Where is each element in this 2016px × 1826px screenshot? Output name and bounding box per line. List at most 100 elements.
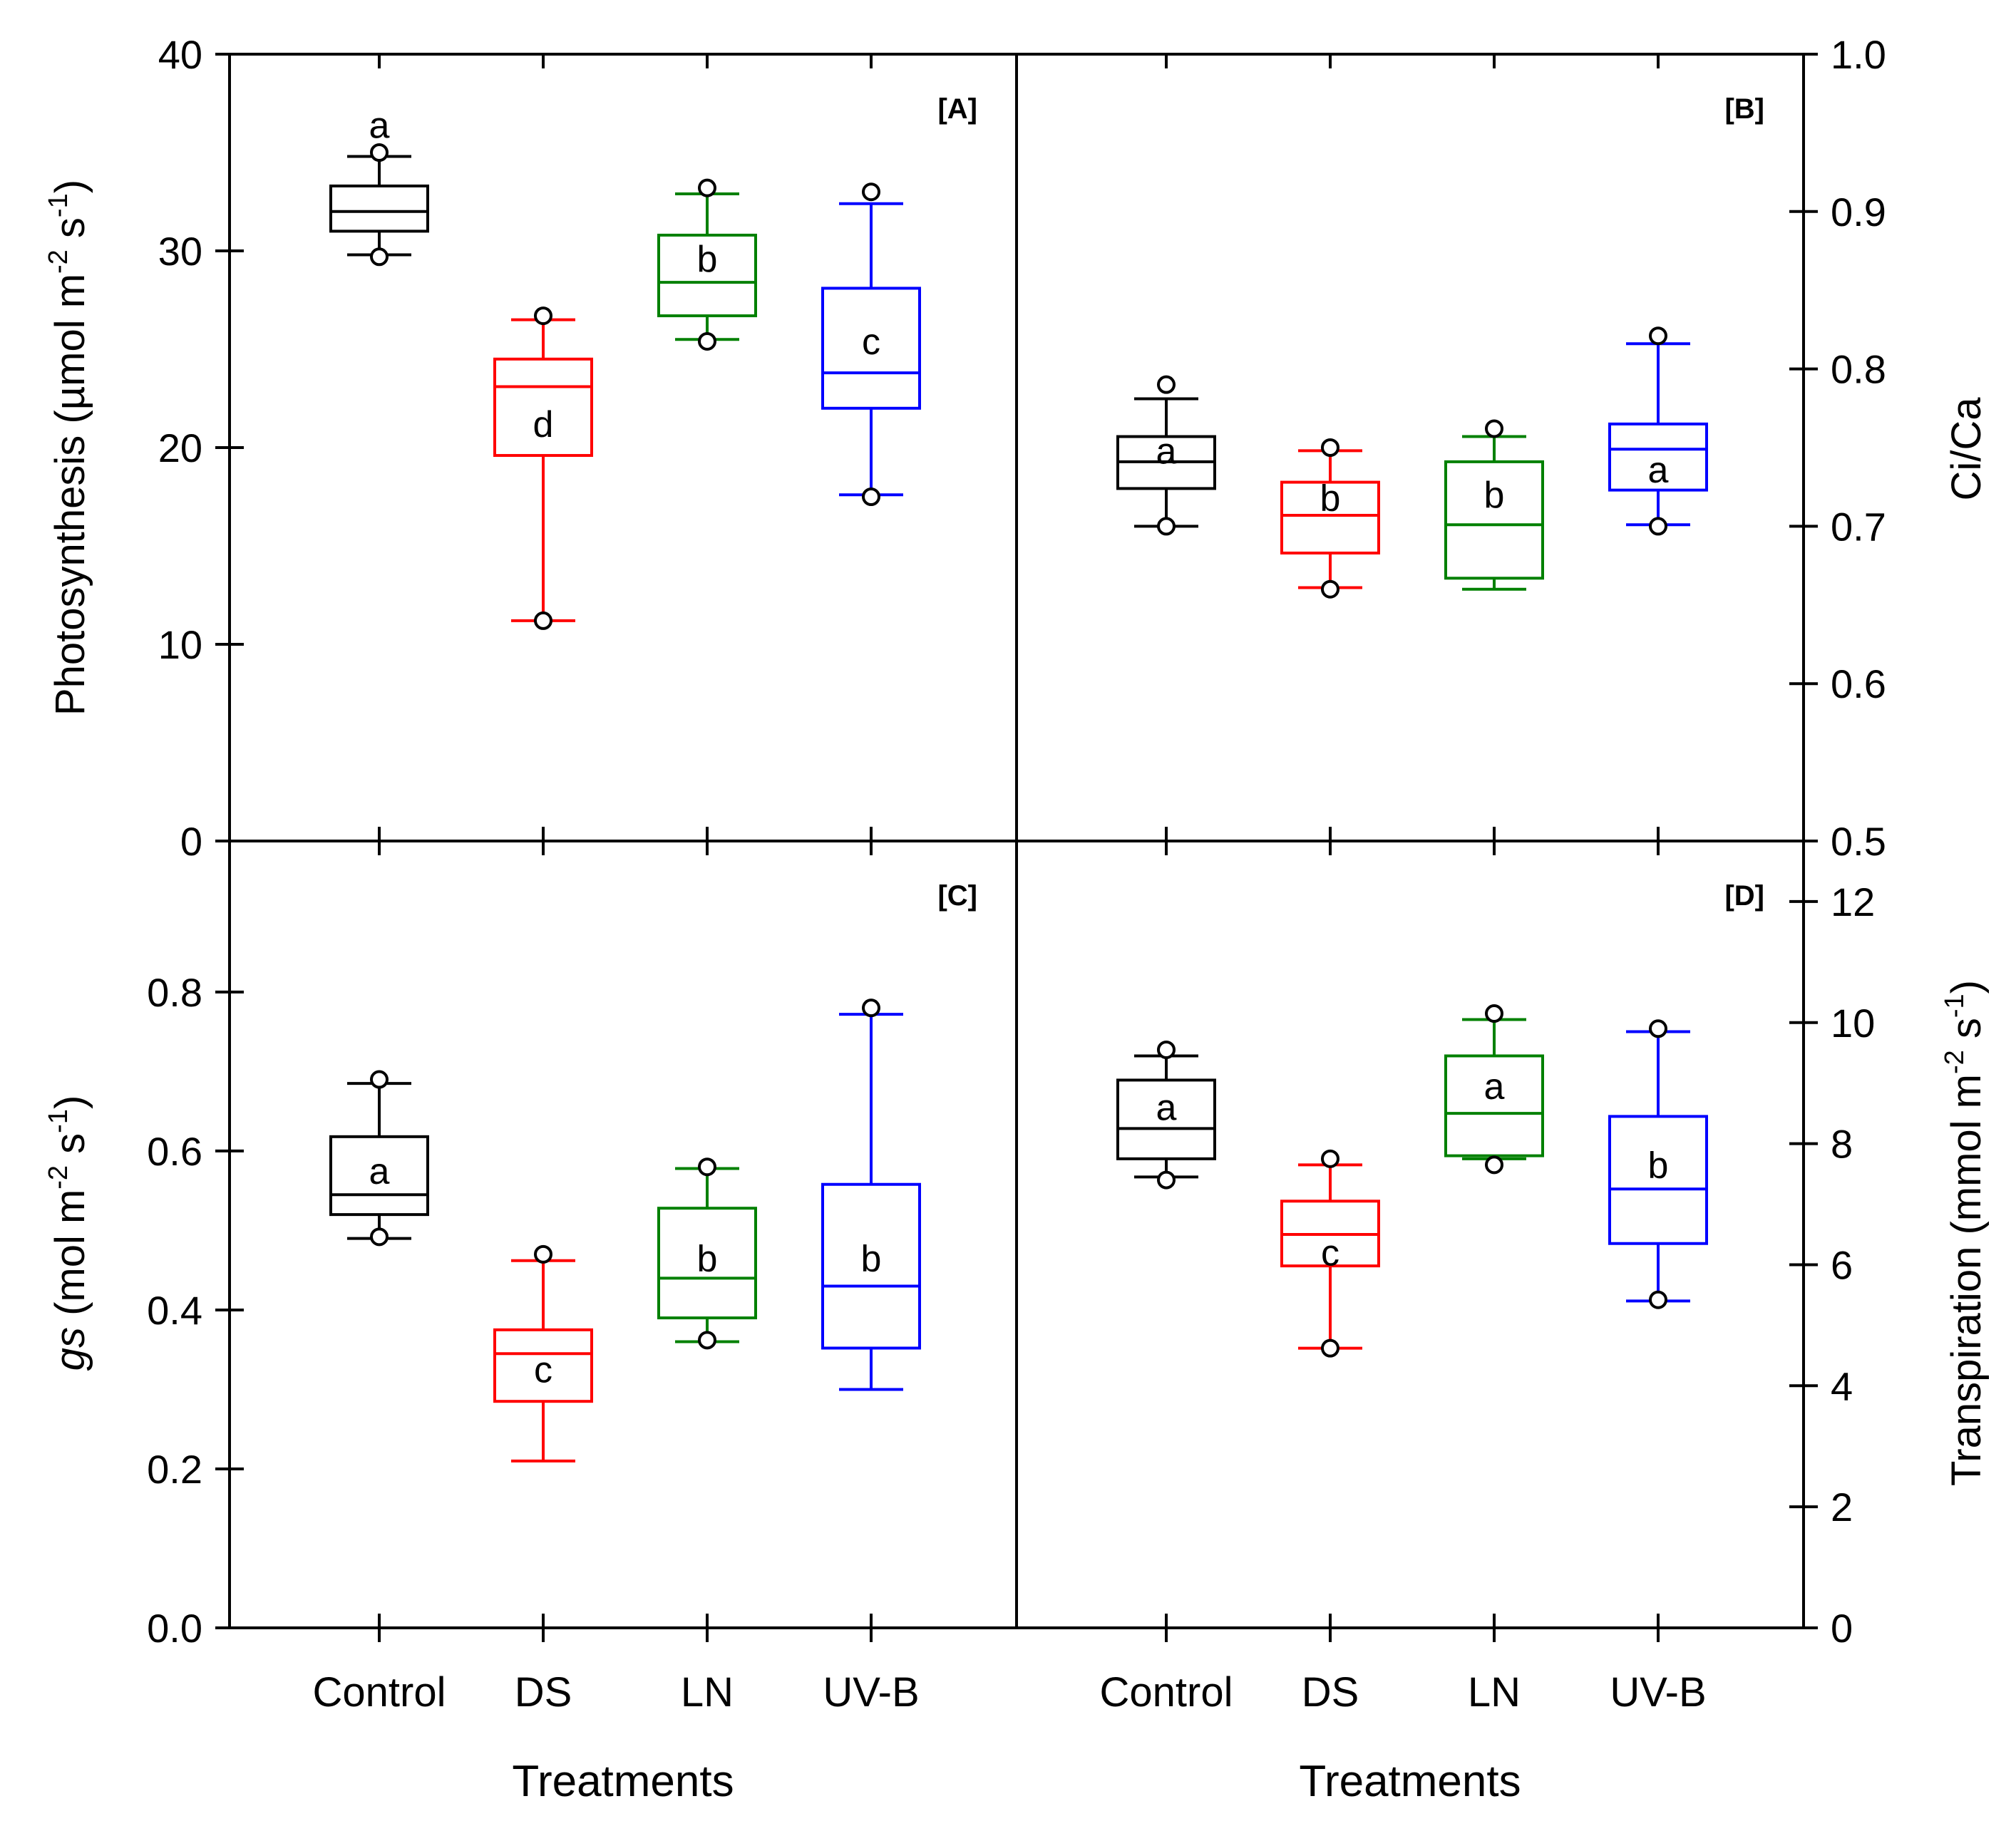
significance-letter: b: [861, 1238, 882, 1279]
x-axis-title-right: Treatments: [1299, 1757, 1521, 1806]
y-tick-label-d-5: 10: [1831, 1001, 1875, 1046]
box-iqr: [493, 357, 593, 458]
outlier-point-0: [1485, 419, 1503, 438]
outlier-point-1: [1157, 375, 1176, 394]
y-axis-title-c-close: ): [47, 1095, 93, 1109]
panel-c: [C] 0.0 0.2 0.4 0.6 0.8 Control DS LN UV-B a c b b: [147, 841, 977, 1716]
panel-label-a: [A]: [937, 93, 977, 125]
y-tick-label-d-4: 8: [1831, 1122, 1853, 1167]
box-iqr: [657, 1207, 757, 1320]
y-axis-title-a-exp1: -2: [43, 249, 73, 274]
y-tick-label-b-1: 0.6: [1831, 661, 1886, 706]
outlier-point-1: [1649, 326, 1667, 346]
y-axis-title-d-close: ): [1943, 980, 1990, 994]
outlier-point-1: [698, 1157, 716, 1177]
box-iqr: [1608, 1115, 1708, 1245]
box-iqr: [821, 1182, 921, 1350]
significance-letter: b: [1320, 478, 1341, 520]
outlier-point-1: [1321, 438, 1339, 457]
panel-a: [A] 0 10 20 30 40 a d b c: [158, 32, 977, 864]
significance-letter: c: [534, 1350, 552, 1391]
y-axis-title-c-exp2: -1: [43, 1109, 73, 1133]
y-tick-label-a-1: 10: [158, 622, 202, 667]
outlier-point-1: [862, 182, 880, 202]
significance-letter: a: [369, 1151, 390, 1192]
outlier-point-0: [862, 999, 880, 1018]
y-axis-title-a-mid: s: [47, 217, 93, 249]
y-tick-label-a-0: 0: [180, 819, 202, 864]
panel-d: [D] 0 2 4 6 8 10 12 Control DS LN UV-B a c a b: [1100, 841, 1875, 1716]
outlier-point-0: [1321, 1338, 1339, 1358]
y-tick-label-d-0: 0: [1831, 1606, 1853, 1651]
y-tick-label-b-4: 0.9: [1831, 190, 1886, 234]
panel-label-b: [B]: [1724, 93, 1764, 125]
box-c-uv-b: b: [821, 999, 921, 1391]
significance-letter: a: [1648, 450, 1669, 491]
box-iqr: [493, 1328, 593, 1403]
box-iqr: [1444, 460, 1544, 580]
box-a-uv-b: c: [821, 182, 921, 506]
x-tick-label-d-2: LN: [1468, 1669, 1521, 1716]
y-axis-title-d-exp2: -1: [1940, 994, 1970, 1018]
y-tick-label-c-1: 0.2: [147, 1447, 202, 1492]
box-c-ln: b: [657, 1157, 757, 1350]
panel-label-c: [C]: [937, 880, 977, 912]
outlier-point-1: [1649, 1019, 1667, 1038]
panel-b: [B] 0.5 0.6 0.7 0.8 0.9 1.0 a b b a: [1116, 32, 1886, 864]
box-iqr: [1280, 480, 1380, 554]
outlier-point-1: [370, 1070, 389, 1089]
significance-letter: b: [697, 1238, 718, 1279]
box-b-ds: b: [1280, 438, 1380, 599]
box-a-ds: d: [493, 306, 593, 630]
y-tick-label-c-0: 0.0: [147, 1606, 202, 1651]
significance-letter: a: [369, 105, 390, 146]
outlier-point-0: [370, 1227, 389, 1247]
significance-letter: d: [533, 404, 554, 445]
outlier-point-0: [534, 611, 552, 630]
box-b-uv-b: a: [1608, 326, 1708, 536]
x-tick-label-c-1: DS: [515, 1669, 572, 1716]
outlier-point-0: [1157, 517, 1176, 536]
significance-letter: b: [697, 239, 718, 280]
box-iqr: [821, 287, 921, 410]
y-axis-title-d-mid: s: [1943, 1018, 1990, 1050]
x-tick-label-c-2: LN: [681, 1669, 734, 1716]
significance-letter: c: [1321, 1232, 1339, 1274]
outlier-point-1: [1321, 1149, 1339, 1168]
significance-letter: c: [862, 321, 880, 363]
outlier-point-0: [698, 1331, 716, 1350]
y-tick-label-b-0: 0.5: [1831, 819, 1886, 864]
box-iqr: [329, 184, 429, 233]
outlier-point-1: [698, 178, 716, 197]
y-tick-label-a-4: 40: [158, 32, 202, 77]
y-axis-title-a-exp2: -1: [43, 193, 73, 217]
y-axis-title-c-var: gs: [47, 1327, 93, 1371]
y-tick-label-d-6: 12: [1831, 880, 1875, 924]
x-tick-label-c-0: Control: [313, 1669, 446, 1716]
x-tick-label-d-0: Control: [1100, 1669, 1233, 1716]
box-iqr: [1608, 422, 1708, 492]
significance-letter: b: [1484, 475, 1505, 516]
outlier-point-1: [1485, 1004, 1503, 1023]
y-axis-title-c: gs (mol m-2 s-1): [43, 1095, 93, 1371]
box-iqr: [1116, 1078, 1216, 1160]
panel-label-d: [D]: [1724, 880, 1764, 912]
box-b-ln: b: [1444, 419, 1544, 591]
outlier-point-0: [370, 247, 389, 267]
x-tick-label-c-3: UV-B: [823, 1669, 919, 1716]
box-c-control: a: [329, 1070, 429, 1247]
y-tick-label-a-3: 30: [158, 229, 202, 274]
box-a-control: a: [329, 105, 429, 267]
x-axis-title-left: Treatments: [512, 1757, 734, 1806]
y-tick-label-b-5: 1.0: [1831, 32, 1886, 77]
significance-letter: a: [1156, 1088, 1177, 1129]
box-iqr: [657, 233, 757, 318]
y-tick-label-d-2: 4: [1831, 1363, 1853, 1408]
outlier-point-0: [1649, 1290, 1667, 1309]
outlier-point-1: [370, 143, 389, 162]
y-tick-label-b-2: 0.7: [1831, 504, 1886, 549]
outlier-point-0: [1485, 1155, 1503, 1175]
